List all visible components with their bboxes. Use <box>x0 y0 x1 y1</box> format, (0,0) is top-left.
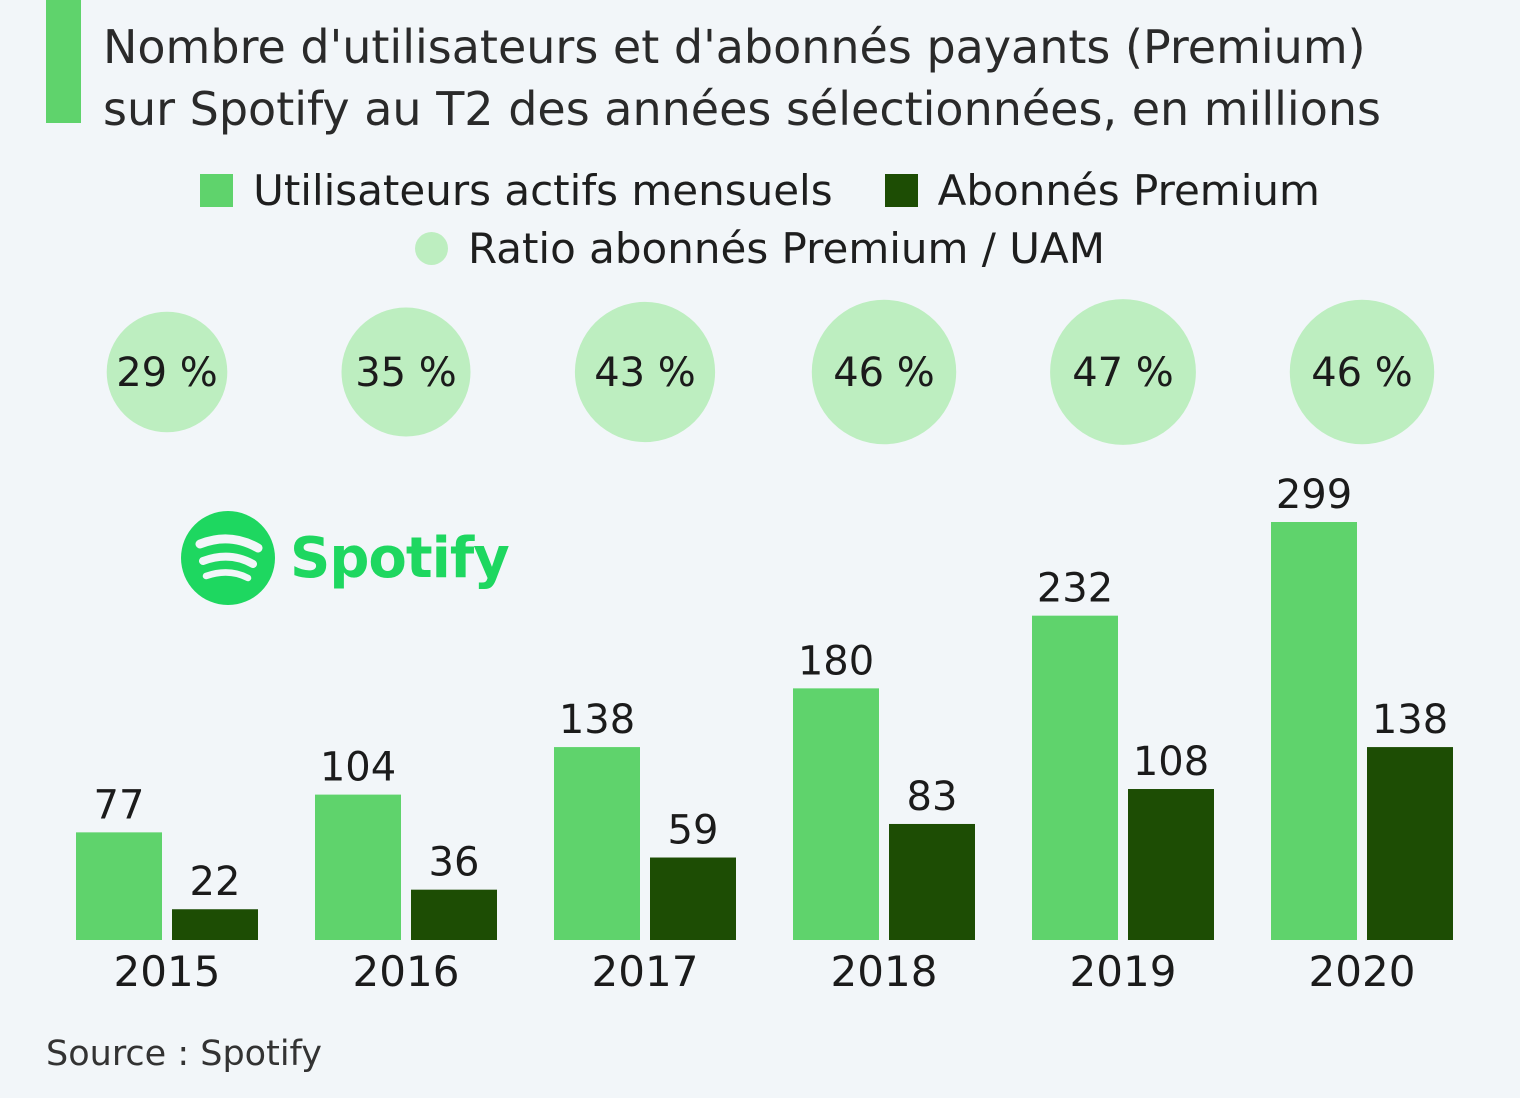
bar-premium-2017 <box>650 857 736 940</box>
ratio-bubble-2015 <box>106 311 228 433</box>
data-label-premium-2020: 138 <box>1372 697 1448 743</box>
ratio-label-2018: 46 % <box>833 350 935 396</box>
ratio-label-2019: 47 % <box>1072 350 1174 396</box>
ratio-label-2015: 29 % <box>116 350 218 396</box>
ratio-bubble-2019 <box>1050 299 1196 445</box>
legend-swatch-mau <box>200 173 234 207</box>
data-label-mau-2016: 104 <box>320 745 396 791</box>
bar-premium-2020 <box>1367 747 1453 940</box>
chart-title-line-1: Nombre d'utilisateurs et d'abonnés payan… <box>103 20 1366 74</box>
x-tick-label-2017: 2017 <box>592 947 699 996</box>
bar-mau-2016 <box>315 794 401 940</box>
chart-title: Nombre d'utilisateurs et d'abonnés payan… <box>103 16 1503 140</box>
data-label-mau-2015: 77 <box>94 782 145 828</box>
legend-item-mau: Utilisateurs actifs mensuels <box>200 166 833 215</box>
bar-premium-2018 <box>889 823 975 940</box>
ratio-bubble-2020 <box>1289 299 1435 445</box>
data-label-premium-2017: 59 <box>668 808 719 854</box>
data-label-premium-2015: 22 <box>190 859 241 905</box>
chart-title-line-2: sur Spotify au T2 des années sélectionné… <box>103 82 1381 136</box>
data-label-mau-2017: 138 <box>559 697 635 743</box>
bar-mau-2020 <box>1271 522 1357 940</box>
title-accent-bar <box>46 0 81 123</box>
data-label-premium-2019: 108 <box>1133 739 1209 785</box>
legend-item-premium: Abonnés Premium <box>884 165 1320 215</box>
data-label-premium-2018: 83 <box>907 774 958 820</box>
x-tick-label-2020: 2020 <box>1309 947 1416 996</box>
ratio-bubble-2017 <box>574 301 716 443</box>
legend-label-ratio: Ratio abonnés Premium / UAM <box>467 223 1106 273</box>
data-label-premium-2016: 36 <box>429 840 480 886</box>
x-tick-label-2018: 2018 <box>831 947 938 996</box>
legend-label-mau: Utilisateurs actifs mensuels <box>253 165 833 215</box>
spotify-icon <box>181 511 275 605</box>
x-tick-label-2019: 2019 <box>1070 947 1177 996</box>
ratio-label-2016: 35 % <box>355 350 457 396</box>
data-label-mau-2020: 299 <box>1276 472 1352 518</box>
bar-mau-2019 <box>1032 615 1118 940</box>
bar-mau-2018 <box>793 688 879 940</box>
legend-item-ratio: Ratio abonnés Premium / UAM <box>414 223 1106 273</box>
bar-premium-2019 <box>1128 789 1214 940</box>
ratio-bubble-2016 <box>341 307 471 437</box>
data-label-mau-2019: 232 <box>1037 566 1113 612</box>
legend-row-1: Utilisateurs actifs mensuels Abonnés Pre… <box>0 160 1520 220</box>
ratio-label-2020: 46 % <box>1311 350 1413 396</box>
x-tick-label-2015: 2015 <box>114 947 221 996</box>
bar-mau-2017 <box>554 747 640 940</box>
ratio-label-2017: 43 % <box>594 350 696 396</box>
spotify-wordmark: Spotify <box>290 525 510 591</box>
legend-swatch-ratio <box>414 231 448 265</box>
bar-premium-2015 <box>172 909 258 940</box>
legend-label-premium: Abonnés Premium <box>937 165 1320 215</box>
legend-swatch-premium <box>884 173 918 207</box>
source-note: Source : Spotify <box>46 1034 322 1074</box>
bar-premium-2016 <box>411 889 497 940</box>
ratio-bubble-2018 <box>811 299 957 445</box>
data-label-mau-2018: 180 <box>798 638 874 684</box>
x-tick-label-2016: 2016 <box>353 947 460 996</box>
bar-mau-2015 <box>76 832 162 940</box>
legend-row-2: Ratio abonnés Premium / UAM <box>0 218 1520 278</box>
spotify-logo: Spotify <box>180 510 510 606</box>
